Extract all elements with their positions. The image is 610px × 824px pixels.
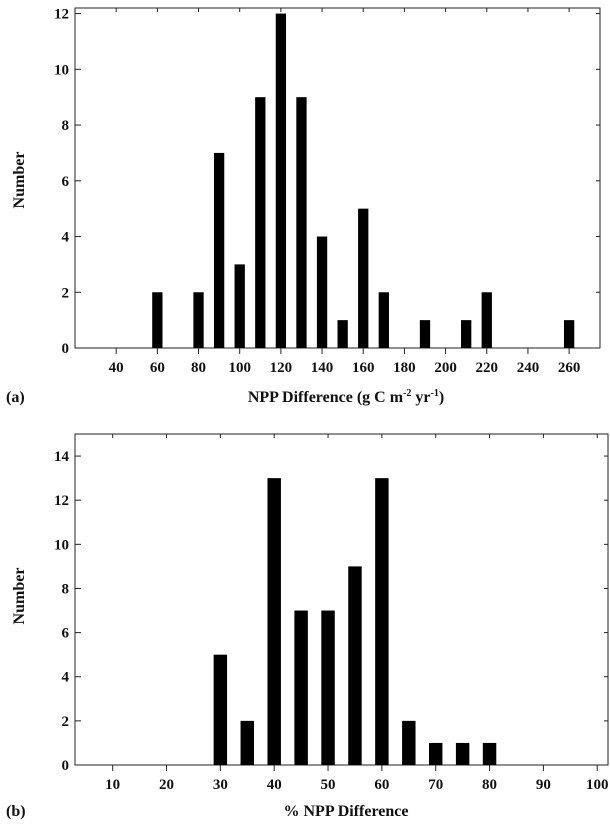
panel-b-bar-50 (321, 610, 335, 765)
x-axis-label-end: ) (439, 389, 444, 406)
panel-a-bar-110 (255, 97, 266, 348)
panel-a-bar-260 (563, 320, 575, 348)
panel-a-x-axis-label: NPP Difference (g C m-2 yr-1) (248, 388, 444, 406)
panel-b-x-tick-label-90: 90 (536, 777, 551, 793)
panel-a-x-tick-label-240: 240 (517, 360, 540, 376)
panel-b-x-tick-label-60: 60 (374, 777, 389, 793)
panel-a-y-tick-label-4: 4 (62, 230, 70, 246)
panel-a-histogram: 40 60 80 100 120 140 160 180 200 220 240 260 0 2 4 6 8 10… (54, 7, 601, 376)
panel-b-y-tick-label-10: 10 (54, 537, 69, 553)
panel-a-y-tick-label-8: 8 (62, 118, 70, 134)
panel-a-bar-100 (234, 264, 245, 348)
panel-a-x-tick-label-40: 40 (109, 360, 124, 376)
panel-b-bar-70 (428, 742, 443, 765)
panel-b-y-tick-label-2: 2 (62, 714, 70, 730)
panel-b-x-tick-label-40: 40 (267, 777, 282, 793)
panel-a-bar-220 (481, 292, 492, 348)
panel-b-plot-frame (74, 433, 609, 766)
panel-a-x-tick-label-120: 120 (270, 360, 293, 376)
panel-b-x-tick-label-30: 30 (213, 777, 228, 793)
panel-b-x-axis-label: % NPP Difference (284, 803, 409, 820)
panel-a-y-tick-label-0: 0 (62, 341, 70, 357)
panel-b-y-tick-label-4: 4 (62, 670, 70, 686)
panel-a-x-tick-label-140: 140 (311, 360, 334, 376)
panel-a-label: (a) (6, 389, 25, 406)
panel-a-bar-120 (275, 13, 287, 349)
panel-b-bar-60 (375, 478, 389, 765)
panel-a-x-tick-label-100: 100 (228, 360, 251, 376)
panel-b-y-tick-label-8: 8 (62, 581, 70, 597)
panel-a-bar-150 (337, 320, 348, 348)
panel-b-x-tick-label-20: 20 (159, 777, 174, 793)
panel-b-bar-75 (455, 742, 470, 765)
panel-a-y-axis-label: Number (11, 152, 28, 209)
x-axis-label-main: NPP Difference (g C m (248, 389, 404, 406)
panel-a-y-tick-label-6: 6 (62, 174, 70, 190)
panel-b-y-tick-label-12: 12 (54, 493, 69, 509)
panel-b-x-tick-label-70: 70 (428, 777, 443, 793)
panel-b-bar-65 (402, 720, 416, 765)
x-axis-label-sup-1: -2 (403, 388, 411, 399)
panel-b-bar-40 (267, 478, 281, 765)
panel-a-bar-160 (358, 208, 369, 348)
panel-b-bar-35 (240, 720, 255, 765)
panel-a-bar-140 (316, 236, 328, 348)
panel-a-x-tick-label-160: 160 (352, 360, 375, 376)
panel-b-x-tick-label-80: 80 (482, 777, 497, 793)
panel-b-bar-45 (294, 610, 308, 765)
x-axis-label-sup-2: -1 (430, 388, 438, 399)
panel-b-bar-55 (348, 566, 362, 765)
panel-a-y-tick-label-10: 10 (54, 62, 69, 78)
panel-a-x-tick-label-260: 260 (558, 360, 581, 376)
panel-a-bar-190 (419, 320, 431, 348)
panel-b-bar-30 (213, 654, 228, 765)
panel-b-bar-80 (482, 742, 497, 765)
panel-a-y-tick-label-12: 12 (54, 7, 69, 23)
panel-a-bar-170 (378, 292, 389, 348)
panel-b-y-tick-label-6: 6 (62, 626, 70, 642)
panel-a-bar-130 (296, 97, 307, 348)
panel-a-x-tick-label-200: 200 (434, 360, 457, 376)
panel-b-y-axis-label: Number (11, 568, 28, 625)
panel-b-y-tick-label-14: 14 (54, 449, 70, 465)
panel-b-x-tick-label-50: 50 (321, 777, 336, 793)
panel-b-x-tick-label-100: 100 (586, 777, 609, 793)
panel-a-bar-60 (152, 292, 163, 348)
panel-b-x-tick-label-10: 10 (105, 777, 120, 793)
panel-b-histogram: 10 20 30 40 50 60 70 80 90 100 0 2 4 6 8 10 12 14 (54, 433, 609, 793)
panel-a-y-tick-label-2: 2 (62, 285, 70, 301)
panel-b-y-tick-label-0: 0 (62, 758, 70, 774)
panel-a-x-tick-label-60: 60 (150, 360, 165, 376)
panel-b-label: (b) (6, 803, 26, 820)
panel-a-bar-210 (461, 320, 472, 348)
panel-a-x-tick-label-80: 80 (191, 360, 206, 376)
x-axis-label-mid: yr (411, 389, 430, 406)
panel-a-bar-80 (193, 292, 204, 348)
panel-a-x-tick-label-220: 220 (476, 360, 499, 376)
panel-a-bar-90 (213, 152, 225, 348)
panel-a-x-tick-label-180: 180 (393, 360, 416, 376)
